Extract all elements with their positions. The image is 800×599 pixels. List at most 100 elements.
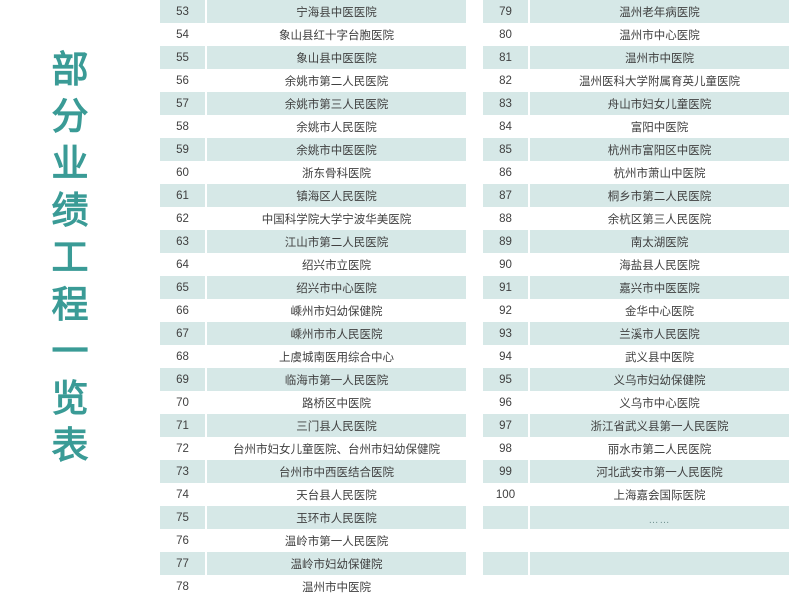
table-row[interactable]: 55 象山县中医医院 xyxy=(160,46,466,70)
row-name-cell: 宁海县中医医院 xyxy=(207,0,466,24)
table-row[interactable]: 63 江山市第二人民医院 xyxy=(160,230,466,254)
table-row[interactable]: 72 台州市妇女儿童医院、台州市妇幼保健院 xyxy=(160,437,466,461)
table-row[interactable]: 59 余姚市中医医院 xyxy=(160,138,466,162)
row-index-cell: 73 xyxy=(160,460,205,484)
row-index-cell: 84 xyxy=(483,115,528,139)
row-index-cell: 71 xyxy=(160,414,205,438)
table-row[interactable]: 56 余姚市第二人民医院 xyxy=(160,69,466,93)
table-row[interactable]: 66 嵊州市妇幼保健院 xyxy=(160,299,466,323)
table-row[interactable]: 68 上虞城南医用综合中心 xyxy=(160,345,466,369)
row-name-cell: 义乌市妇幼保健院 xyxy=(530,368,789,392)
row-name-cell: 海盐县人民医院 xyxy=(530,253,789,277)
column-divider xyxy=(205,414,207,438)
table-row[interactable]: 53 宁海县中医医院 xyxy=(160,0,466,24)
column-divider xyxy=(528,391,530,415)
row-name-cell: 台州市中西医结合医院 xyxy=(207,460,466,484)
row-name-cell: 余姚市人民医院 xyxy=(207,115,466,139)
table-row[interactable]: 58 余姚市人民医院 xyxy=(160,115,466,139)
row-name-cell: 余姚市第三人民医院 xyxy=(207,92,466,116)
row-name-cell: 桐乡市第二人民医院 xyxy=(530,184,789,208)
table-row[interactable]: 97 浙江省武义县第一人民医院 xyxy=(483,414,789,438)
table-row[interactable]: 74 天台县人民医院 xyxy=(160,483,466,507)
table-row[interactable] xyxy=(483,529,789,553)
page-title: 部分业绩工程一览表 xyxy=(34,46,106,556)
row-index-cell: 75 xyxy=(160,506,205,530)
table-row[interactable]: 96 义乌市中心医院 xyxy=(483,391,789,415)
table-row[interactable]: 64 绍兴市立医院 xyxy=(160,253,466,277)
column-divider xyxy=(528,115,530,139)
row-name-cell: 温岭市妇幼保健院 xyxy=(207,552,466,576)
row-name-cell xyxy=(530,552,789,576)
table-row[interactable]: 57 余姚市第三人民医院 xyxy=(160,92,466,116)
table-row[interactable]: 81 温州市中医院 xyxy=(483,46,789,70)
table-row[interactable]: 87 桐乡市第二人民医院 xyxy=(483,184,789,208)
table-row[interactable]: 91 嘉兴市中医医院 xyxy=(483,276,789,300)
column-divider xyxy=(205,276,207,300)
table-row[interactable]: 70 路桥区中医院 xyxy=(160,391,466,415)
table-row[interactable]: 62 中国科学院大学宁波华美医院 xyxy=(160,207,466,231)
table-row[interactable]: 85 杭州市富阳区中医院 xyxy=(483,138,789,162)
row-index-cell: 91 xyxy=(483,276,528,300)
column-divider xyxy=(205,207,207,231)
table-row[interactable]: 71 三门县人民医院 xyxy=(160,414,466,438)
row-index-cell xyxy=(483,575,528,599)
column-divider xyxy=(528,529,530,553)
table-row[interactable]: 84 富阳中医院 xyxy=(483,115,789,139)
row-name-cell: 舟山市妇女儿童医院 xyxy=(530,92,789,116)
column-divider xyxy=(205,345,207,369)
table-row[interactable]: 76 温岭市第一人民医院 xyxy=(160,529,466,553)
table-row[interactable]: …… xyxy=(483,506,789,530)
table-row[interactable]: 94 武义县中医院 xyxy=(483,345,789,369)
column-divider xyxy=(528,345,530,369)
table-row[interactable]: 83 舟山市妇女儿童医院 xyxy=(483,92,789,116)
page-title-char: 表 xyxy=(51,424,89,467)
row-index-cell: 53 xyxy=(160,0,205,24)
table-row[interactable]: 79 温州老年病医院 xyxy=(483,0,789,24)
table-row[interactable]: 92 金华中心医院 xyxy=(483,299,789,323)
row-index-cell: 59 xyxy=(160,138,205,162)
row-name-cell: 中国科学院大学宁波华美医院 xyxy=(207,207,466,231)
table-row[interactable]: 73 台州市中西医结合医院 xyxy=(160,460,466,484)
column-divider xyxy=(528,0,530,24)
table-row[interactable]: 90 海盐县人民医院 xyxy=(483,253,789,277)
column-divider xyxy=(205,506,207,530)
table-row[interactable]: 88 余杭区第三人民医院 xyxy=(483,207,789,231)
table-row[interactable]: 77 温岭市妇幼保健院 xyxy=(160,552,466,576)
table-row[interactable]: 60 浙东骨科医院 xyxy=(160,161,466,185)
row-index-cell: 82 xyxy=(483,69,528,93)
column-divider xyxy=(205,92,207,116)
row-name-cell: 杭州市萧山中医院 xyxy=(530,161,789,185)
column-divider xyxy=(205,368,207,392)
table-row[interactable]: 67 嵊州市市人民医院 xyxy=(160,322,466,346)
column-divider xyxy=(205,138,207,162)
row-name-cell: 天台县人民医院 xyxy=(207,483,466,507)
column-divider xyxy=(205,115,207,139)
table-row[interactable]: 100 上海嘉会国际医院 xyxy=(483,483,789,507)
table-row[interactable]: 78 温州市中医院 xyxy=(160,575,466,599)
row-name-cell: 温州市中医院 xyxy=(207,575,466,599)
row-name-cell: 杭州市富阳区中医院 xyxy=(530,138,789,162)
table-row[interactable]: 82 温州医科大学附属育英儿童医院 xyxy=(483,69,789,93)
column-divider xyxy=(528,184,530,208)
table-row[interactable]: 65 绍兴市中心医院 xyxy=(160,276,466,300)
table-row[interactable]: 95 义乌市妇幼保健院 xyxy=(483,368,789,392)
table-row[interactable]: 89 南太湖医院 xyxy=(483,230,789,254)
row-index-cell: 99 xyxy=(483,460,528,484)
column-divider xyxy=(528,299,530,323)
table-row[interactable]: 93 兰溪市人民医院 xyxy=(483,322,789,346)
row-name-cell: 三门县人民医院 xyxy=(207,414,466,438)
table-row[interactable]: 99 河北武安市第一人民医院 xyxy=(483,460,789,484)
table-row[interactable]: 86 杭州市萧山中医院 xyxy=(483,161,789,185)
table-row[interactable] xyxy=(483,552,789,576)
row-index-cell: 65 xyxy=(160,276,205,300)
row-name-cell: 温州医科大学附属育英儿童医院 xyxy=(530,69,789,93)
table-row[interactable]: 61 镇海区人民医院 xyxy=(160,184,466,208)
table-row[interactable] xyxy=(483,575,789,599)
table-row[interactable]: 98 丽水市第二人民医院 xyxy=(483,437,789,461)
page-title-char: 工 xyxy=(51,236,89,279)
column-divider xyxy=(205,69,207,93)
table-row[interactable]: 80 温州市中心医院 xyxy=(483,23,789,47)
table-row[interactable]: 75 玉环市人民医院 xyxy=(160,506,466,530)
table-row[interactable]: 69 临海市第一人民医院 xyxy=(160,368,466,392)
table-row[interactable]: 54 象山县红十字台胞医院 xyxy=(160,23,466,47)
